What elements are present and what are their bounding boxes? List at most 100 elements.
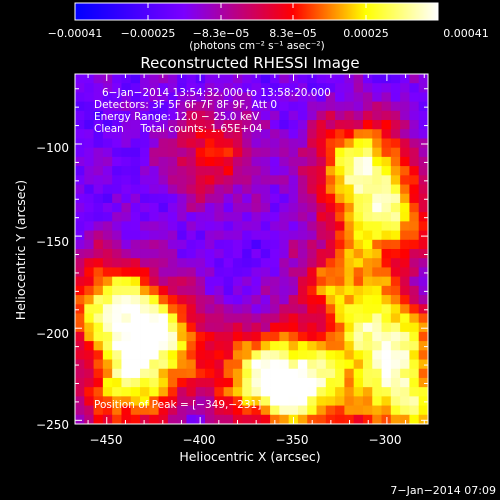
heatmap-cell (409, 405, 420, 416)
heatmap-cell (418, 156, 429, 167)
heatmap-cell (75, 230, 85, 241)
heatmap-cell (288, 377, 299, 388)
heatmap-cell (251, 359, 262, 370)
heatmap-cell (93, 101, 104, 112)
heatmap-cell (75, 221, 85, 231)
heatmap-cell (270, 405, 280, 416)
heatmap-cell (344, 184, 355, 195)
heatmap-cell (93, 405, 104, 416)
heatmap-cell (400, 341, 410, 351)
heatmap-cell (158, 212, 169, 222)
heatmap-cell (344, 295, 355, 305)
heatmap-cell (242, 202, 252, 213)
heatmap-cell (325, 359, 336, 370)
heatmap-cell (418, 202, 429, 213)
heatmap-cell (84, 331, 94, 342)
heatmap-cell (195, 267, 206, 278)
heatmap-cell (93, 202, 104, 213)
heatmap-cell (84, 101, 94, 112)
heatmap-cell (270, 304, 280, 314)
heatmap-cell (167, 313, 178, 324)
heatmap-cell (362, 331, 373, 342)
heatmap-cell (195, 313, 206, 324)
heatmap-cell (186, 120, 197, 130)
heatmap-cell (418, 92, 429, 103)
heatmap-cell (130, 156, 141, 167)
heatmap-cell (186, 276, 197, 287)
heatmap-cell (232, 239, 243, 250)
heatmap-cell (75, 313, 85, 324)
heatmap-cell (279, 414, 290, 425)
heatmap-cell (353, 239, 364, 250)
heatmap-cell (353, 313, 364, 324)
heatmap-cell (270, 350, 280, 360)
heatmap-cell (270, 377, 280, 388)
heatmap-cell (307, 138, 317, 149)
heatmap-cell (130, 313, 141, 324)
heatmap-cell (130, 83, 141, 93)
heatmap-cell (270, 295, 280, 305)
heatmap-cell (307, 341, 317, 351)
heatmap-cell (84, 92, 94, 103)
heatmap-cell (288, 156, 299, 167)
heatmap-cell (344, 202, 355, 213)
heatmap-cell (390, 414, 401, 425)
heatmap-cell (325, 74, 336, 84)
heatmap-cell (372, 341, 382, 351)
heatmap-cell (409, 396, 420, 406)
heatmap-cell (195, 368, 206, 379)
heatmap-cell (362, 276, 373, 287)
heatmap-cell (390, 129, 401, 139)
heatmap-cell (121, 83, 132, 93)
heatmap-cell (260, 322, 271, 333)
heatmap-cell (372, 193, 382, 204)
heatmap-cell (232, 313, 243, 324)
heatmap-cell (270, 258, 280, 268)
heatmap-cell (140, 322, 150, 333)
heatmap-cell (344, 101, 355, 112)
heatmap-cell (260, 92, 271, 103)
heatmap-cell (149, 414, 160, 425)
heatmap-cell (409, 239, 420, 250)
heatmap-cell (167, 202, 178, 213)
heatmap-cell (242, 83, 252, 93)
heatmap (75, 74, 429, 425)
heatmap-cell (260, 120, 271, 130)
heatmap-cell (270, 387, 280, 397)
heatmap-cell (130, 331, 141, 342)
heatmap-cell (251, 276, 262, 287)
heatmap-cell (251, 212, 262, 222)
heatmap-cell (335, 276, 345, 287)
heatmap-cell (390, 295, 401, 305)
heatmap-cell (167, 331, 178, 342)
heatmap-cell (186, 414, 197, 425)
heatmap-cell (84, 147, 94, 158)
heatmap-cell (335, 101, 345, 112)
heatmap-cell (279, 405, 290, 416)
heatmap-cell (372, 359, 382, 370)
heatmap-cell (242, 239, 252, 250)
heatmap-cell (307, 368, 317, 379)
heatmap-cell (195, 166, 206, 176)
heatmap-cell (409, 175, 420, 185)
heatmap-cell (130, 285, 141, 296)
heatmap-cell (232, 405, 243, 416)
heatmap-cell (75, 396, 85, 406)
heatmap-cell (260, 258, 271, 268)
heatmap-cell (93, 258, 104, 268)
heatmap-cell (158, 184, 169, 195)
heatmap-cell (149, 267, 160, 278)
heatmap-cell (232, 377, 243, 388)
annotation-energy-range: Energy Range: 12.0 − 25.0 keV (94, 111, 260, 123)
heatmap-cell (251, 377, 262, 388)
heatmap-cell (251, 295, 262, 305)
heatmap-cell (93, 184, 104, 195)
heatmap-cell (205, 193, 215, 204)
heatmap-cell (158, 202, 169, 213)
heatmap-cell (242, 129, 252, 139)
heatmap-cell (158, 377, 169, 388)
heatmap-cell (158, 341, 169, 351)
heatmap-cell (316, 249, 327, 259)
heatmap-cell (205, 313, 215, 324)
heatmap-cell (242, 212, 252, 222)
